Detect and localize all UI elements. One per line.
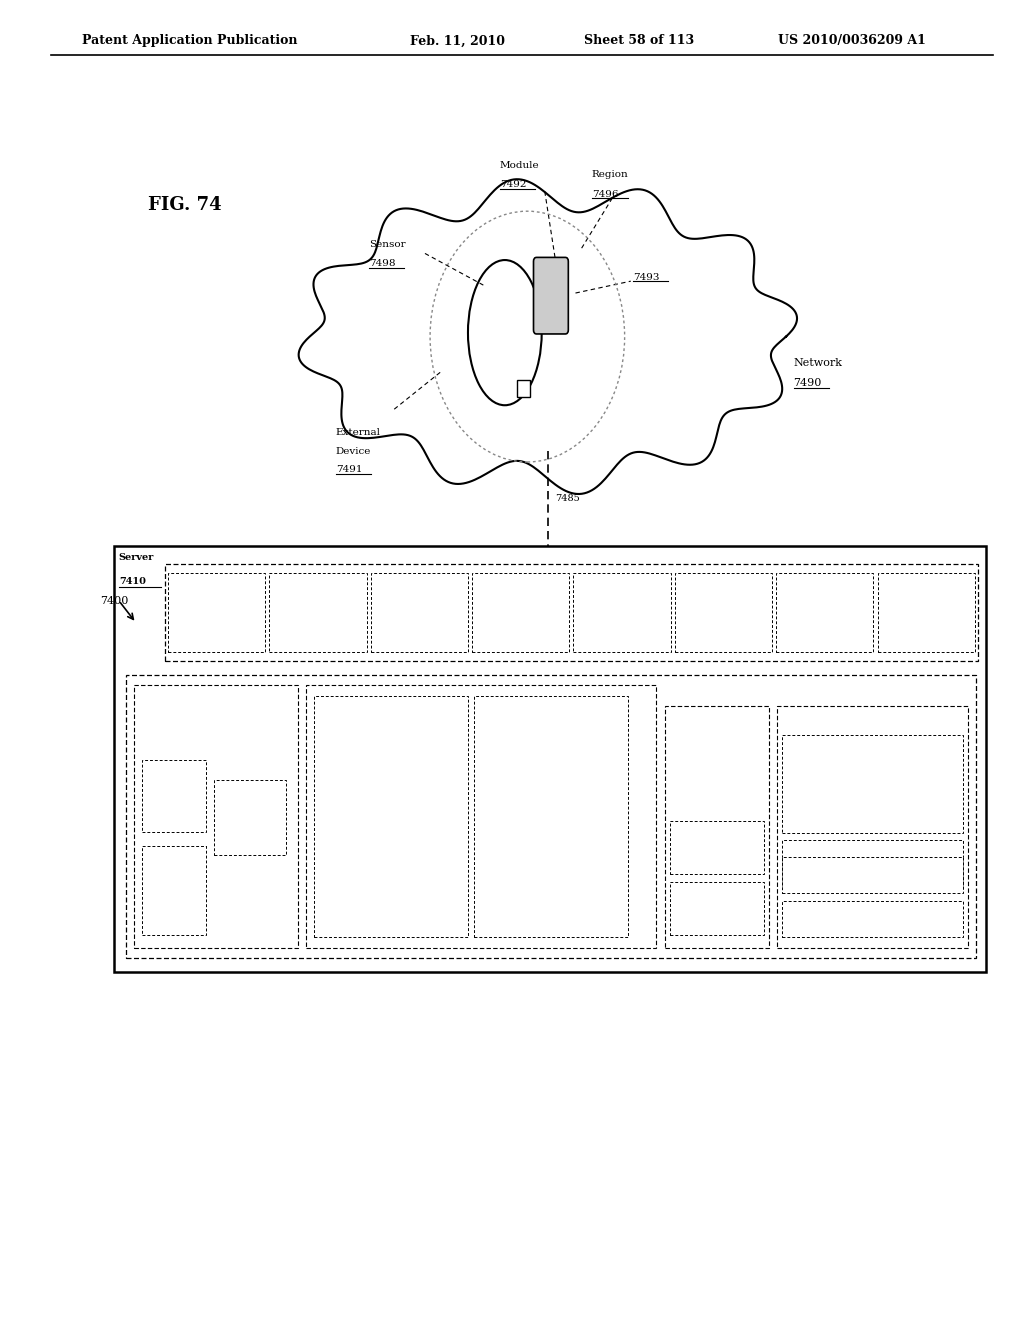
FancyBboxPatch shape xyxy=(134,685,298,948)
Text: Count
7441: Count 7441 xyxy=(707,899,727,917)
Text: Patent Application Publication: Patent Application Publication xyxy=(82,34,297,48)
FancyBboxPatch shape xyxy=(269,573,367,652)
Text: 7450: 7450 xyxy=(708,731,726,739)
Text: External: External xyxy=(336,429,381,437)
FancyBboxPatch shape xyxy=(782,840,963,886)
Text: 7498: 7498 xyxy=(369,260,395,268)
FancyBboxPatch shape xyxy=(306,685,656,948)
FancyBboxPatch shape xyxy=(114,546,986,972)
Text: Decision
7414: Decision 7414 xyxy=(234,809,265,826)
FancyBboxPatch shape xyxy=(573,573,671,652)
FancyBboxPatch shape xyxy=(165,564,978,661)
Text: 7433: 7433 xyxy=(490,824,508,832)
Text: 7431: 7431 xyxy=(490,892,508,900)
Text: 7423: 7423 xyxy=(331,824,348,832)
FancyBboxPatch shape xyxy=(670,882,764,935)
FancyBboxPatch shape xyxy=(142,760,206,832)
FancyBboxPatch shape xyxy=(670,821,764,874)
Text: Notification Logic 7460: Notification Logic 7460 xyxy=(830,713,914,721)
Text: Input
7472: Input 7472 xyxy=(308,603,328,622)
Text: Region: Region xyxy=(592,170,629,178)
Ellipse shape xyxy=(468,260,542,405)
FancyBboxPatch shape xyxy=(314,696,468,937)
Text: Module: Module xyxy=(500,161,540,169)
Text: 7492: 7492 xyxy=(500,181,526,189)
Text: Data
7454: Data 7454 xyxy=(863,854,882,871)
Text: Scheduling
Logic
7455: Scheduling Logic 7455 xyxy=(853,771,892,797)
FancyBboxPatch shape xyxy=(126,675,976,958)
Text: 7495: 7495 xyxy=(494,343,516,351)
Text: Network: Network xyxy=(794,358,843,368)
Text: Data
7477: Data 7477 xyxy=(816,603,834,622)
FancyBboxPatch shape xyxy=(782,857,963,894)
Text: 7430: 7430 xyxy=(542,723,560,731)
Text: Module
7411: Module 7411 xyxy=(161,882,187,899)
Text: Notification
7452: Notification 7452 xyxy=(851,866,894,884)
FancyBboxPatch shape xyxy=(168,573,265,652)
Text: 7496: 7496 xyxy=(592,190,618,198)
Text: 7493: 7493 xyxy=(633,273,659,281)
FancyBboxPatch shape xyxy=(878,573,975,652)
Text: Image
7471: Image 7471 xyxy=(206,603,227,622)
Text: Succession: Succession xyxy=(372,702,411,710)
Text: Sheet 58 of 113: Sheet 58 of 113 xyxy=(584,34,694,48)
Text: 7490: 7490 xyxy=(794,378,822,388)
Text: 7485: 7485 xyxy=(555,495,580,503)
Text: Information: Information xyxy=(695,713,738,721)
Text: Sensor: Sensor xyxy=(369,240,406,248)
FancyBboxPatch shape xyxy=(777,706,968,948)
Text: 7432: 7432 xyxy=(490,859,508,867)
Text: Decision Logic 7415: Decision Logic 7415 xyxy=(180,692,252,700)
FancyBboxPatch shape xyxy=(782,735,963,833)
FancyBboxPatch shape xyxy=(371,573,468,652)
Text: FIG. 74: FIG. 74 xyxy=(148,195,222,214)
Text: Indication
7480: Indication 7480 xyxy=(908,603,944,622)
Text: Feb. 11, 2010: Feb. 11, 2010 xyxy=(410,34,505,48)
FancyBboxPatch shape xyxy=(534,257,568,334)
Text: 7400: 7400 xyxy=(100,595,129,606)
Text: Succession: Succession xyxy=(531,702,570,710)
Text: 7422: 7422 xyxy=(331,859,349,867)
Text: 7421: 7421 xyxy=(331,892,349,900)
Text: Data
7473: Data 7473 xyxy=(411,603,428,622)
Text: Notification
7451: Notification 7451 xyxy=(851,911,894,928)
Text: Server: Server xyxy=(119,553,155,562)
Text: Device: Device xyxy=(336,447,372,455)
Text: 7420: 7420 xyxy=(382,723,400,731)
Text: Data
7474: Data 7474 xyxy=(512,603,529,622)
FancyBboxPatch shape xyxy=(665,706,769,948)
Text: Module
7412: Module 7412 xyxy=(161,787,187,805)
FancyBboxPatch shape xyxy=(474,696,628,937)
FancyBboxPatch shape xyxy=(776,573,873,652)
Text: 7410: 7410 xyxy=(119,577,145,586)
Text: 7491: 7491 xyxy=(336,466,362,474)
Text: US 2010/0036209 A1: US 2010/0036209 A1 xyxy=(778,34,926,48)
FancyBboxPatch shape xyxy=(472,573,569,652)
FancyBboxPatch shape xyxy=(214,780,286,855)
FancyBboxPatch shape xyxy=(142,846,206,935)
Text: Data
7475: Data 7475 xyxy=(613,603,631,622)
FancyBboxPatch shape xyxy=(782,902,963,937)
Text: Value
7442: Value 7442 xyxy=(708,838,726,857)
FancyBboxPatch shape xyxy=(675,573,772,652)
FancyBboxPatch shape xyxy=(517,380,530,397)
Text: Data
7476: Data 7476 xyxy=(715,603,732,622)
